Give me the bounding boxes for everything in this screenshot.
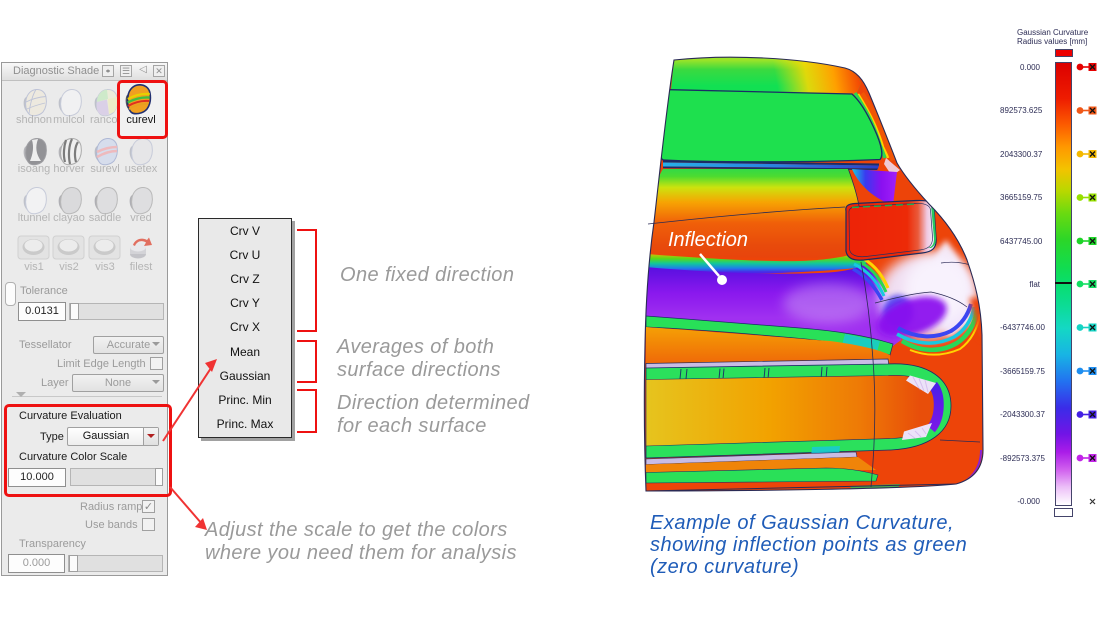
svg-text:Inflection: Inflection <box>668 229 748 251</box>
